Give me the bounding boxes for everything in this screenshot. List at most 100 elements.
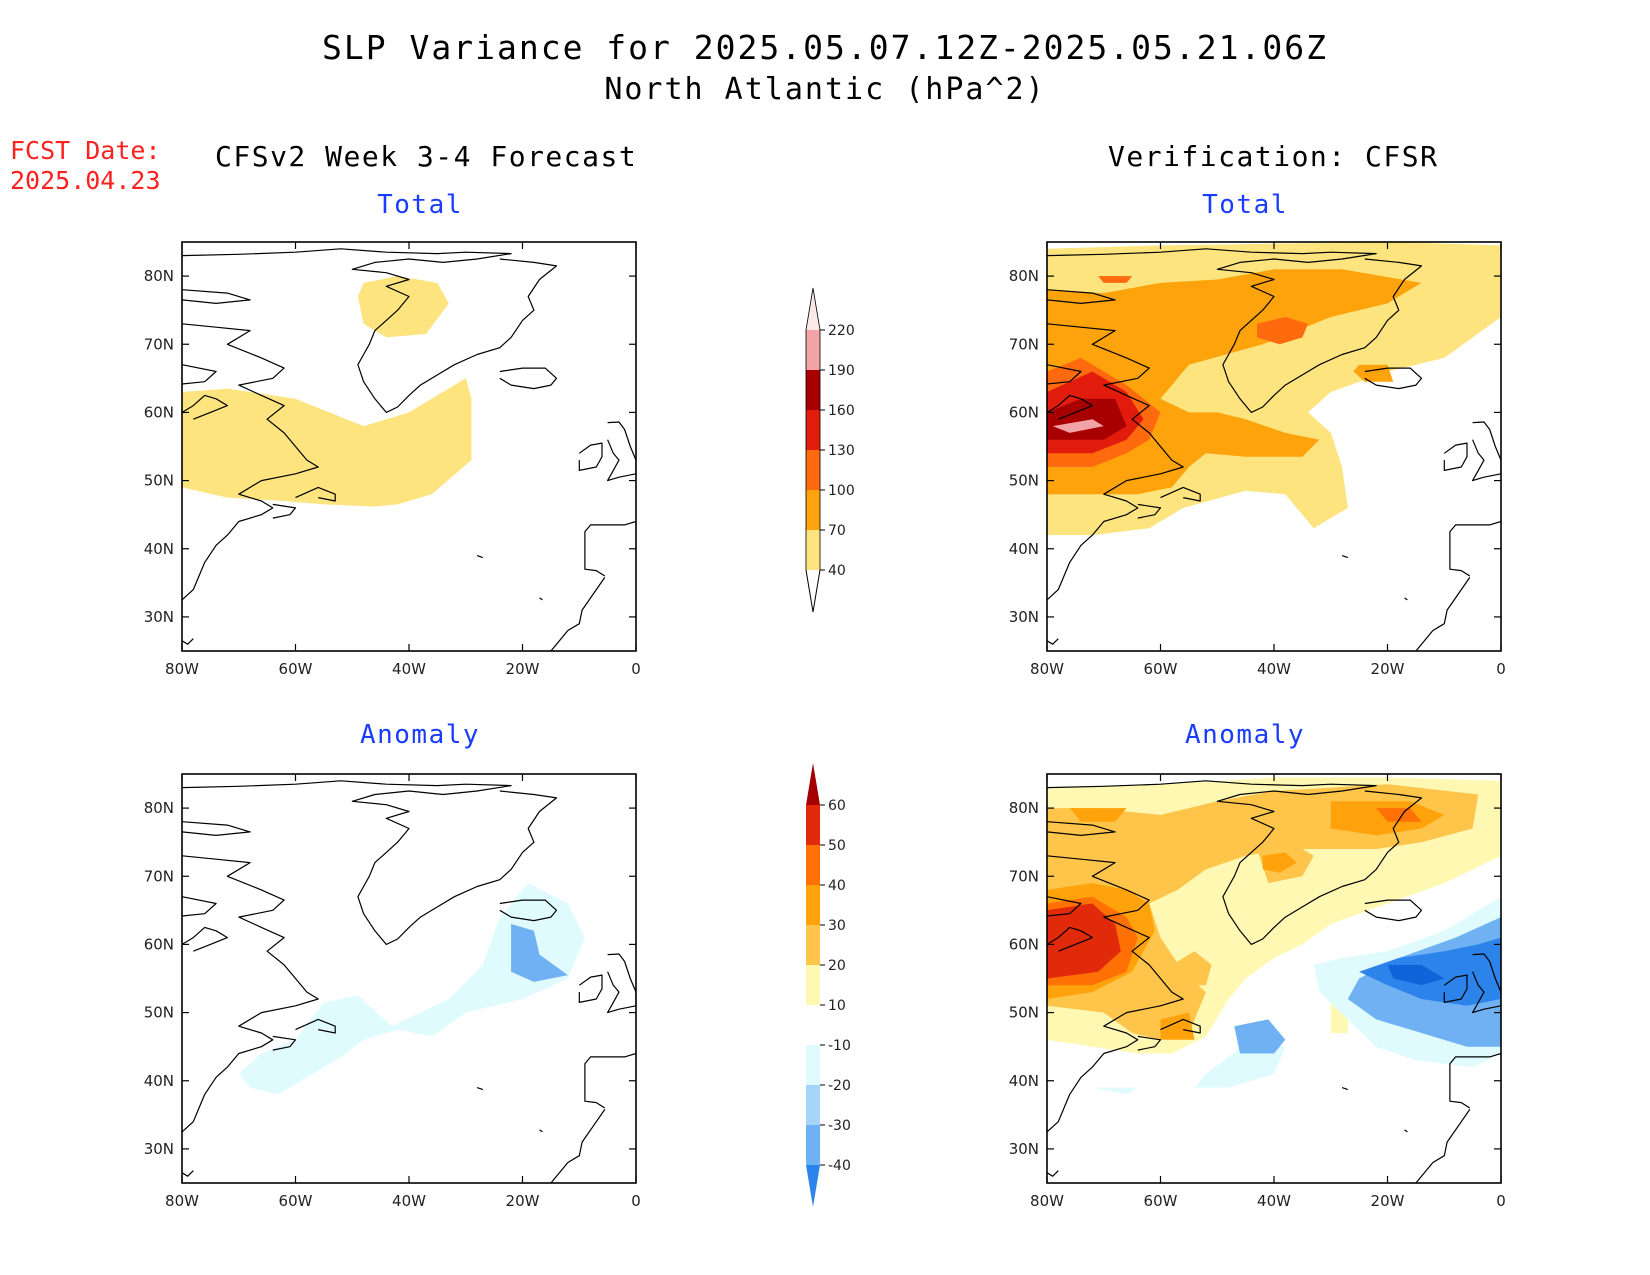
lat-tick-label: 80N	[1009, 799, 1039, 817]
lon-tick-label: 60W	[1144, 660, 1178, 678]
colorbar-label: 60	[828, 798, 846, 814]
colorbar-label: 50	[828, 838, 846, 854]
shaded-region-20	[1047, 784, 1479, 1040]
coastline	[1160, 1018, 1201, 1034]
coastline	[182, 926, 228, 952]
shaded-region-neg20	[1234, 1019, 1286, 1054]
coastline	[295, 1018, 336, 1034]
coastline	[1047, 289, 1116, 304]
lon-tick-label: 80W	[1030, 660, 1064, 678]
shaded-region-40	[1376, 808, 1422, 822]
lon-tick-label: 80W	[1030, 1192, 1064, 1210]
lon-tick-label: 60W	[1144, 1192, 1178, 1210]
coastline	[272, 503, 297, 519]
coastline	[550, 577, 606, 651]
colorbar-swatch	[806, 805, 820, 845]
fcst-date-heading: FCST Date:	[10, 136, 161, 165]
coastline	[1449, 520, 1501, 577]
colorbar-label: -30	[828, 1118, 851, 1134]
lon-tick-label: 40W	[392, 1192, 426, 1210]
coastline	[182, 855, 319, 1133]
lat-tick-label: 30N	[1009, 608, 1039, 626]
lat-tick-label: 40N	[1009, 1072, 1039, 1090]
coastline	[1047, 926, 1093, 952]
coastline	[476, 555, 483, 559]
lat-tick-label: 80N	[144, 799, 174, 817]
anomaly-colorbar: -40 -30 -20 -10 10 20 30 40 50 60	[806, 763, 851, 1207]
shaded-region-20	[1171, 951, 1212, 986]
coastline	[1047, 1170, 1059, 1177]
coastline	[607, 953, 636, 1014]
colorbar-swatch	[806, 1005, 820, 1045]
coastline	[1047, 821, 1116, 836]
forecast-total-title: Total	[377, 190, 463, 220]
forecast-anomaly-title: Anomaly	[359, 720, 481, 750]
colorbar-swatch	[806, 370, 820, 410]
coastline	[1047, 855, 1184, 1133]
forecast-column-title: CFSv2 Week 3-4 Forecast	[215, 140, 638, 173]
colorbar-label: -20	[828, 1078, 851, 1094]
shaded-region-neg10	[1092, 1087, 1138, 1095]
lat-tick-label: 80N	[1009, 267, 1039, 285]
lat-tick-label: 70N	[1009, 867, 1039, 885]
colorbar-label: 40	[828, 563, 846, 579]
lat-tick-label: 60N	[1009, 935, 1039, 953]
coastline	[1047, 638, 1059, 645]
forecast-anomaly-map: 80W 60W 40W 20W 0 30N 40N 50N 60N 70N 80N	[144, 773, 641, 1210]
verification-total-map: 80W 60W 40W 20W 0 30N 40N 50N 60N 70N 80N	[1009, 241, 1506, 678]
lat-tick-label: 30N	[144, 608, 174, 626]
coastline	[1160, 486, 1201, 502]
colorbar-swatch	[806, 925, 820, 965]
coastline	[1047, 896, 1082, 917]
chart-subtitle: North Atlantic (hPa^2)	[604, 72, 1046, 107]
shaded-region-neg10	[238, 883, 585, 1095]
colorbar-swatch	[806, 885, 820, 925]
coastline	[1443, 442, 1468, 471]
coastline	[182, 1170, 194, 1177]
coastline	[1443, 974, 1468, 1003]
coastline	[182, 780, 558, 945]
coastline	[578, 442, 603, 471]
lon-tick-label: 40W	[392, 660, 426, 678]
coastline	[550, 1109, 606, 1183]
shaded-region-30	[1069, 808, 1127, 822]
coastline	[1364, 899, 1423, 922]
coastline	[1137, 503, 1162, 519]
shaded-region-100	[1098, 276, 1133, 283]
lat-tick-label: 80N	[144, 267, 174, 285]
lat-tick-label: 50N	[144, 472, 174, 490]
colorbar-label: -10	[828, 1038, 851, 1054]
lon-tick-label: 20W	[506, 1192, 540, 1210]
coastline	[1047, 394, 1093, 420]
lon-tick-label: 40W	[1257, 1192, 1291, 1210]
colorbar-lower-tail	[805, 569, 821, 613]
colorbar-swatch	[806, 490, 820, 530]
coastline	[182, 248, 558, 413]
colorbar-swatch	[806, 410, 820, 450]
lon-tick-label: 0	[631, 1192, 641, 1210]
coastline	[584, 1052, 636, 1109]
coastline	[182, 394, 228, 420]
lon-tick-label: 80W	[165, 660, 199, 678]
lat-tick-label: 70N	[1009, 335, 1039, 353]
lat-tick-label: 70N	[144, 867, 174, 885]
lon-tick-label: 20W	[506, 660, 540, 678]
colorbar-label: 30	[828, 918, 846, 934]
colorbar-swatch	[806, 330, 820, 370]
colorbar-label: 10	[828, 998, 846, 1014]
coastline	[1047, 248, 1423, 413]
colorbar-label: 190	[828, 363, 855, 379]
verification-column-title: Verification: CFSR	[1108, 140, 1439, 173]
lon-tick-label: 0	[1496, 660, 1506, 678]
coastline	[1047, 364, 1082, 385]
lat-tick-label: 70N	[144, 335, 174, 353]
colorbar-swatch	[806, 763, 820, 805]
shaded-region-neg20	[511, 924, 568, 982]
coastline	[182, 364, 217, 385]
fcst-date-label: FCST Date: 2025.04.23	[10, 136, 161, 196]
coastline	[539, 597, 543, 601]
lon-tick-label: 40W	[1257, 660, 1291, 678]
colorbar-swatch	[806, 450, 820, 490]
coastline	[295, 486, 336, 502]
lat-tick-label: 30N	[144, 1140, 174, 1158]
